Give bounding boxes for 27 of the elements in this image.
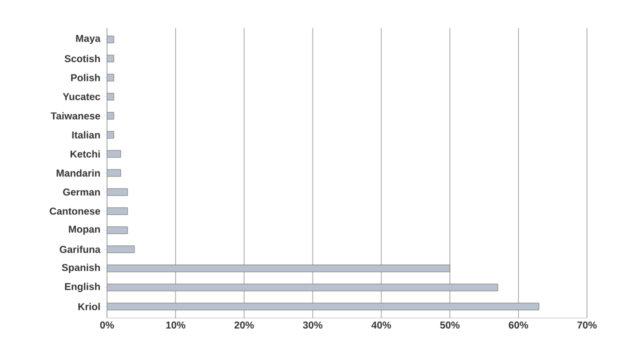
y-tick-label: Scotish	[64, 54, 100, 62]
y-tick-label: Mopan	[68, 226, 100, 235]
y-tick-label: Italian	[72, 131, 100, 139]
bar	[107, 264, 450, 272]
y-tick-label: Garifuna	[60, 246, 101, 253]
x-tick-label: 40%	[371, 322, 392, 329]
bar	[107, 207, 128, 215]
y-tick-label: Maya	[76, 34, 101, 44]
bar	[107, 226, 128, 234]
x-tick-label: 70%	[577, 322, 597, 329]
y-tick-label: German	[63, 188, 100, 196]
y-tick-label: Cantonese	[50, 208, 100, 215]
x-tick-label: 0%	[100, 322, 114, 329]
y-tick-label: Yucatec	[62, 93, 100, 100]
x-tick-label: 30%	[302, 322, 322, 329]
y-tick-label: Taiwanese	[50, 112, 100, 120]
y-tick-label: Kriol	[78, 302, 100, 310]
bar	[107, 246, 135, 254]
y-tick-label: Mandarin	[56, 169, 100, 177]
x-tick-label: 50%	[440, 322, 460, 329]
y-tick-label: Polish	[71, 74, 100, 82]
x-tick-label: 60%	[508, 322, 528, 329]
x-tick-label: 10%	[166, 322, 186, 329]
y-tick-label: English	[65, 282, 100, 292]
x-tick-label: 20%	[234, 322, 254, 329]
y-tick-label: Spanish	[62, 264, 100, 274]
y-tick-label: Ketchi	[70, 150, 100, 158]
